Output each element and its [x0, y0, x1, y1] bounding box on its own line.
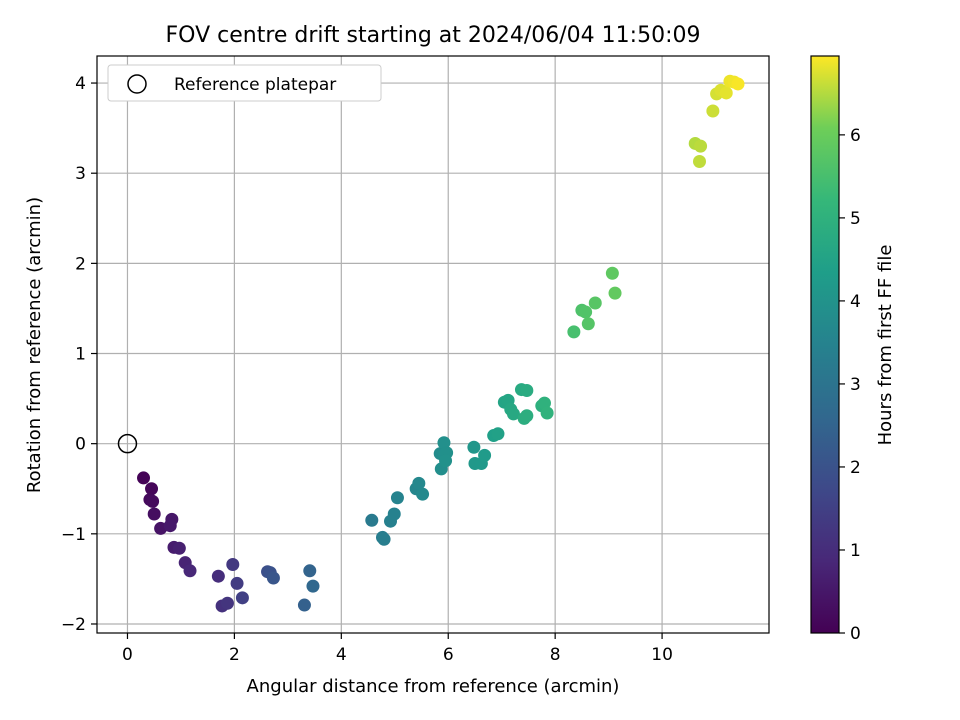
- scatter-point: [731, 77, 745, 91]
- legend-label-reference-platepar: Reference platepar: [174, 75, 336, 95]
- reference-platepar-marker: [117, 433, 138, 454]
- scatter-point: [303, 564, 317, 578]
- scatter-point: [581, 317, 595, 331]
- legend: Reference platepar: [107, 64, 382, 102]
- x-tick-label: 0: [122, 645, 133, 665]
- scatter-point: [145, 482, 159, 496]
- y-tick-label: 2: [75, 254, 86, 274]
- scatter-point: [137, 471, 151, 485]
- legend-marker-open-circle: [127, 74, 147, 94]
- scatter-point: [537, 396, 551, 410]
- colorbar: [810, 55, 840, 634]
- scatter-point: [377, 532, 391, 546]
- scatter-point: [506, 407, 520, 421]
- x-tick-label: 2: [229, 645, 240, 665]
- y-tick-label: 4: [75, 74, 86, 94]
- chart-title: FOV centre drift starting at 2024/06/04 …: [166, 23, 701, 48]
- colorbar-tick-label: 6: [850, 126, 861, 146]
- y-tick-label: 0: [75, 435, 86, 455]
- y-tick-label: 1: [75, 345, 86, 365]
- scatter-point: [183, 564, 197, 578]
- scatter-point: [297, 598, 311, 612]
- scatter-point: [540, 406, 554, 420]
- scatter-point: [567, 325, 581, 339]
- scatter-point: [694, 139, 708, 153]
- colorbar-tick-label: 1: [850, 541, 861, 561]
- x-tick-label: 8: [550, 645, 561, 665]
- scatter-point: [719, 86, 733, 100]
- x-tick-label: 10: [651, 645, 673, 665]
- scatter-point: [365, 513, 379, 527]
- scatter-point: [390, 491, 404, 505]
- colorbar-tick-label: 3: [850, 375, 861, 395]
- x-axis-ticks: 0 2 4 6 8 10: [122, 633, 673, 665]
- scatter-point: [491, 427, 505, 441]
- y-tick-label: 3: [75, 164, 86, 184]
- y-tick-label: −1: [61, 525, 86, 545]
- colorbar-ticks: 0 1 2 3 4 5 6: [839, 126, 861, 644]
- colorbar-tick-label: 4: [850, 292, 861, 312]
- scatter-point: [478, 448, 492, 462]
- scatter-point: [412, 476, 426, 490]
- scatter-point: [172, 541, 186, 555]
- scatter-point: [163, 519, 177, 533]
- scatter-point: [226, 557, 240, 571]
- scatter-point: [147, 507, 161, 521]
- legend-box: [107, 64, 382, 102]
- x-axis-label: Angular distance from reference (arcmin): [247, 676, 620, 697]
- scatter-point: [230, 576, 244, 590]
- scatter-point: [266, 571, 280, 585]
- y-axis-ticks: −2 −1 0 1 2 3 4: [61, 74, 97, 635]
- scatter-point: [693, 154, 707, 168]
- colorbar-tick-label: 2: [850, 458, 861, 478]
- grid-lines: [97, 56, 769, 633]
- scatter-point: [579, 305, 593, 319]
- scatter-point: [387, 507, 401, 521]
- scatter-point: [520, 409, 534, 423]
- y-tick-label: −2: [61, 615, 86, 635]
- scatter-point: [467, 440, 481, 454]
- colorbar-tick-label: 5: [850, 209, 861, 229]
- scatter-point: [437, 436, 451, 450]
- scatter-point: [439, 454, 453, 468]
- scatter-point: [416, 487, 430, 501]
- scatter-point: [520, 383, 534, 397]
- colorbar-label: Hours from first FF file: [875, 245, 896, 446]
- colorbar-tick-label: 0: [850, 624, 861, 644]
- scatter-point: [235, 591, 249, 605]
- scatter-point: [220, 596, 234, 610]
- scatter-point: [211, 569, 225, 583]
- y-axis-label: Rotation from reference (arcmin): [24, 197, 45, 493]
- x-tick-label: 4: [336, 645, 347, 665]
- scatter-points: [137, 74, 745, 613]
- scatter-point: [588, 296, 602, 310]
- scatter-point: [605, 266, 619, 280]
- plot-area-frame: [96, 55, 770, 634]
- scatter-point: [706, 104, 720, 118]
- x-tick-label: 6: [443, 645, 454, 665]
- scatter-point: [146, 494, 160, 508]
- scatter-point: [306, 579, 320, 593]
- scatter-point: [608, 286, 622, 300]
